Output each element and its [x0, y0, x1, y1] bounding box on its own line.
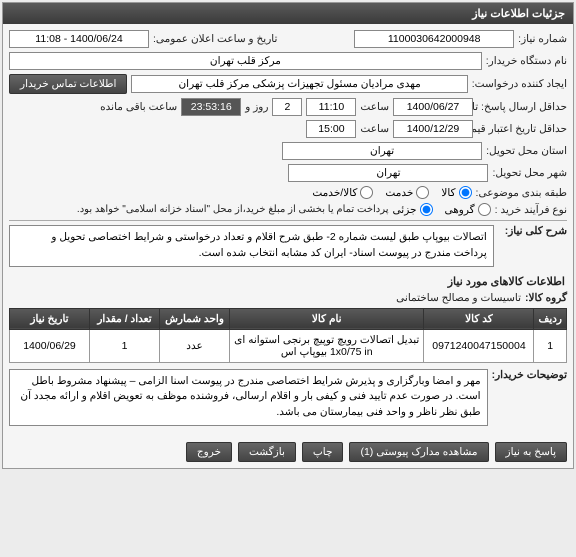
announce-value: 1400/06/24 - 11:08 — [9, 30, 149, 48]
time-label-2: ساعت — [360, 123, 389, 135]
radio-goods-input[interactable] — [459, 186, 472, 199]
validity-date: 1400/12/29 — [393, 120, 473, 138]
remain-label: ساعت باقی مانده — [100, 101, 177, 113]
validity-label: حداقل تاریخ اعتبار قیمت تا تاریخ: — [477, 123, 567, 135]
attach-button[interactable]: مشاهده مدارک پیوستی (1) — [349, 442, 488, 462]
td-qty: 1 — [90, 329, 160, 362]
class-label: طبقه بندی موضوعی: — [476, 187, 567, 199]
reply-button[interactable]: پاسخ به نیاز — [495, 442, 567, 462]
radio-single-item[interactable]: جزئی — [393, 203, 433, 216]
td-date: 1400/06/29 — [10, 329, 90, 362]
implement-value: تهران — [282, 142, 482, 160]
need-number-label: شماره نیاز: — [518, 33, 567, 45]
buyer-org-value: مرکز قلب تهران — [9, 52, 482, 70]
goods-section-title: اطلاعات کالاهای مورد نیاز — [9, 271, 567, 292]
radio-both[interactable]: کالا/خدمت — [312, 186, 373, 199]
th-row: ردیف — [534, 308, 567, 329]
desc-text: اتصالات بیوپاپ طبق لیست شماره 2- طبق شرح… — [9, 225, 494, 267]
td-unit: عدد — [160, 329, 230, 362]
class-radio-group: کالا خدمت کالا/خدمت — [312, 186, 471, 199]
days-label: روز و — [245, 101, 268, 113]
table-row: 1 0971240047150004 تبدیل اتصالات رویچ تو… — [10, 329, 567, 362]
radio-both-label: کالا/خدمت — [312, 187, 357, 199]
process-label: نوع فرآیند خرید : — [495, 204, 567, 216]
creator-value: مهدی مرادیان مسئول تجهیزات پزشکی مرکز قل… — [131, 75, 467, 93]
th-unit: واحد شمارش — [160, 308, 230, 329]
goods-table: ردیف کد کالا نام کالا واحد شمارش تعداد /… — [9, 308, 567, 363]
panel-title: جزئیات اطلاعات نیاز — [3, 3, 573, 24]
creator-label: ایجاد کننده درخواست: — [472, 78, 567, 90]
announce-label: تاریخ و ساعت اعلان عمومی: — [153, 33, 277, 45]
deadline-date: 1400/06/27 — [393, 98, 473, 116]
buyer-note-label: توضیحات خریدار: — [492, 369, 567, 381]
implement-label: استان محل تحویل: — [486, 145, 567, 157]
radio-group-input[interactable] — [478, 203, 491, 216]
radio-goods-label: کالا — [441, 187, 455, 199]
validity-time: 15:00 — [306, 120, 356, 138]
radio-single-label: جزئی — [393, 204, 417, 216]
group-label: گروه کالا: — [525, 292, 567, 304]
back-button[interactable]: بازگشت — [238, 442, 296, 462]
need-number-value: 1100030642000948 — [354, 30, 514, 48]
exit-button[interactable]: خروج — [186, 442, 232, 462]
main-panel: جزئیات اطلاعات نیاز شماره نیاز: 11000306… — [2, 2, 574, 469]
days-value: 2 — [272, 98, 302, 116]
buyer-org-label: نام دستگاه خریدار: — [486, 55, 567, 67]
contact-button[interactable]: اطلاعات تماس خریدار — [9, 74, 127, 94]
print-button[interactable]: چاپ — [302, 442, 344, 462]
group-value: تاسیسات و مصالح ساختمانی — [396, 292, 521, 304]
radio-service[interactable]: خدمت — [385, 186, 429, 199]
remain-time: 23:53:16 — [181, 98, 241, 116]
city-value: تهران — [288, 164, 488, 182]
td-code: 0971240047150004 — [424, 329, 534, 362]
radio-group-item[interactable]: گروهی — [445, 203, 491, 216]
city-label: شهر محل تحویل: — [492, 167, 567, 179]
td-row: 1 — [534, 329, 567, 362]
time-label-1: ساعت — [360, 101, 389, 113]
td-name: تبدیل اتصالات رویچ توپیچ برنجی استوانه ا… — [230, 329, 424, 362]
deadline-time: 11:10 — [306, 98, 356, 116]
radio-group-label: گروهی — [445, 204, 475, 216]
radio-service-label: خدمت — [385, 187, 413, 199]
radio-single-input[interactable] — [420, 203, 433, 216]
radio-goods[interactable]: کالا — [441, 186, 471, 199]
panel-body: شماره نیاز: 1100030642000948 تاریخ و ساع… — [3, 24, 573, 436]
deadline-label: حداقل ارسال پاسخ: تا تاریخ: — [477, 101, 567, 113]
th-date: تاریخ نیاز — [10, 308, 90, 329]
buyer-note-text: مهر و امضا وبارگزاری و پذیرش شرایط اختصا… — [9, 369, 488, 426]
process-radio-group: گروهی جزئی — [393, 203, 491, 216]
th-qty: تعداد / مقدار — [90, 308, 160, 329]
footer-buttons: پاسخ به نیاز مشاهده مدارک پیوستی (1) چاپ… — [3, 436, 573, 468]
desc-label: شرح کلی نیاز: — [498, 225, 567, 237]
radio-service-input[interactable] — [416, 186, 429, 199]
th-code: کد کالا — [424, 308, 534, 329]
radio-both-input[interactable] — [360, 186, 373, 199]
process-note: پرداخت تمام یا بخشی از مبلغ خرید،از محل … — [77, 204, 389, 215]
th-name: نام کالا — [230, 308, 424, 329]
